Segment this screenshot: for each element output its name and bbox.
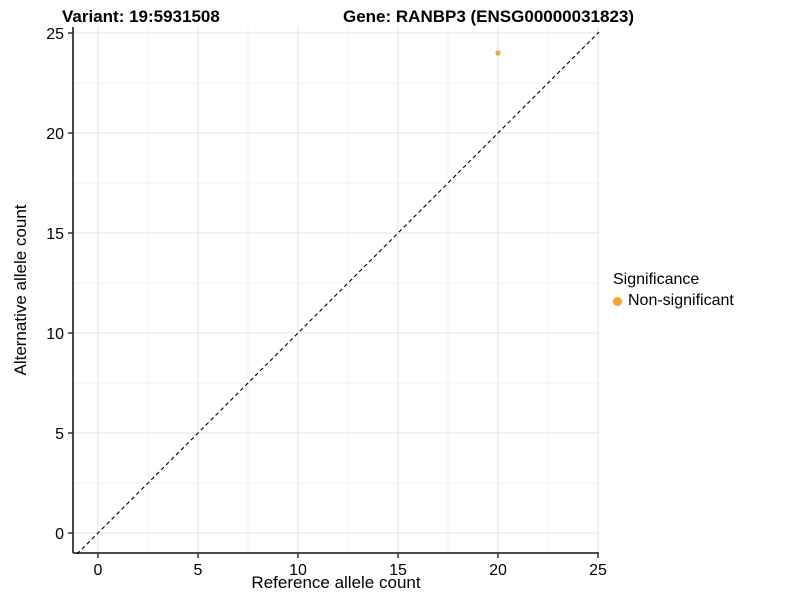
y-tick-label: 0: [55, 526, 64, 543]
x-tick-label: 20: [489, 562, 507, 579]
x-tick-label: 25: [589, 562, 607, 579]
y-tick-label: 15: [46, 226, 64, 243]
identity-dashed-line: [76, 31, 600, 555]
legend-item-non-significant: Non-significant: [613, 292, 734, 310]
x-axis-label: Reference allele count: [251, 573, 421, 592]
data-point: [495, 50, 501, 56]
y-axis-label: Alternative allele count: [11, 204, 30, 376]
x-tick-label: 15: [389, 562, 407, 579]
legend-point-icon: [613, 296, 622, 306]
x-tick-label: 0: [94, 562, 103, 579]
y-tick-label: 5: [55, 426, 64, 443]
x-tick-label: 10: [289, 562, 307, 579]
legend-item-label: Non-significant: [628, 292, 734, 309]
y-tick-label: 20: [46, 126, 64, 143]
variant-title: Variant: 19:5931508: [62, 7, 220, 26]
y-tick-label: 10: [46, 326, 64, 343]
gene-title: Gene: RANBP3 (ENSG00000031823): [343, 7, 635, 26]
legend: Significance Non-significant: [613, 271, 734, 310]
y-tick-label: 25: [46, 26, 64, 43]
x-tick-label: 5: [194, 562, 203, 579]
legend-title: Significance: [613, 271, 700, 288]
